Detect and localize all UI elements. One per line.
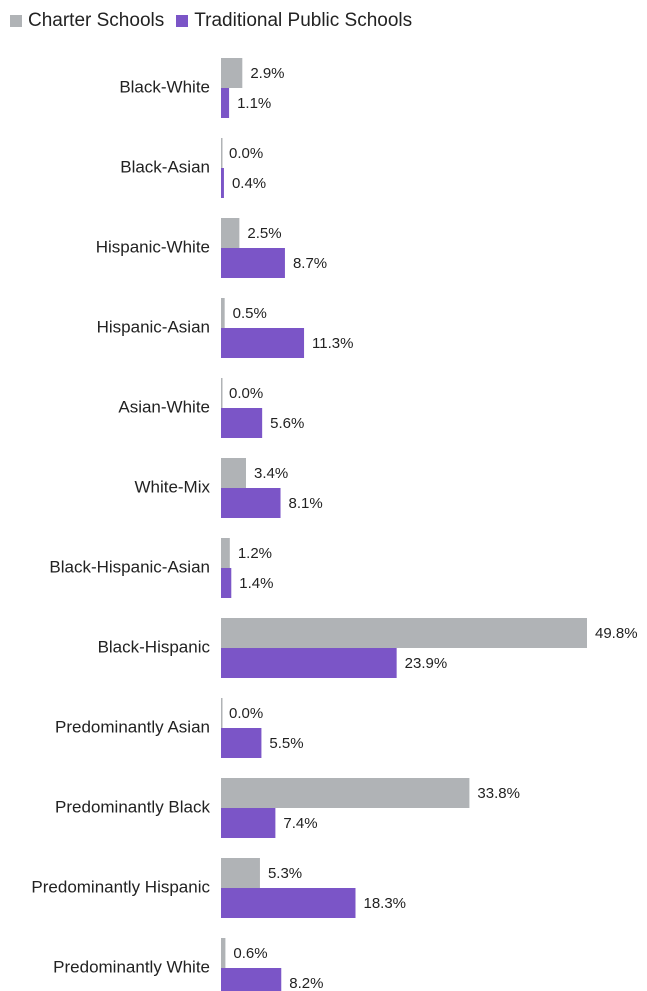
category-label-hispanic-white: Hispanic-White [96, 237, 210, 256]
bar-charter-hispanic-asian [221, 298, 225, 328]
legend: Charter Schools Traditional Public Schoo… [10, 10, 424, 32]
bar-traditional-asian-white [221, 408, 263, 438]
legend-item-charter: Charter Schools [10, 10, 164, 32]
legend-label-traditional: Traditional Public Schools [194, 10, 413, 31]
category-label-white-mix: White-Mix [134, 477, 210, 496]
legend-item-traditional: Traditional Public Schools [176, 10, 412, 32]
category-label-predominantly-black: Predominantly Black [55, 797, 210, 816]
bar-traditional-black-asian [221, 168, 224, 198]
category-label-predominantly-asian: Predominantly Asian [55, 717, 210, 736]
value-label-traditional-hispanic-asian: 11.3% [312, 335, 353, 352]
bar-charter-hispanic-white [221, 218, 240, 248]
value-label-traditional-white-mix: 8.1% [289, 495, 323, 512]
legend-swatch-charter [10, 15, 22, 27]
value-label-charter-predominantly-black: 33.8% [477, 785, 520, 802]
value-label-traditional-hispanic-white: 8.7% [293, 255, 327, 272]
value-label-charter-black-hispanic-asian: 1.2% [238, 545, 272, 562]
value-label-charter-hispanic-asian: 0.5% [233, 305, 267, 322]
bar-zero-marker-charter-black-asian [221, 138, 223, 168]
bar-charter-predominantly-white [221, 938, 226, 968]
legend-swatch-traditional [176, 15, 189, 27]
bar-charter-black-white [221, 58, 243, 88]
category-label-black-white: Black-White [119, 77, 210, 96]
value-label-charter-black-white: 2.9% [250, 65, 284, 82]
value-label-traditional-black-asian: 0.4% [232, 175, 266, 192]
value-label-traditional-predominantly-white: 8.2% [289, 975, 323, 991]
value-label-traditional-predominantly-black: 7.4% [283, 815, 317, 832]
bar-charter-predominantly-black [221, 778, 470, 808]
bar-charter-white-mix [221, 458, 246, 488]
bar-charter-predominantly-hispanic [221, 858, 260, 888]
value-label-traditional-predominantly-hispanic: 18.3% [363, 895, 406, 912]
legend-label-charter: Charter Schools [28, 10, 165, 31]
bar-charter-black-hispanic [221, 618, 587, 648]
bar-traditional-predominantly-hispanic [221, 888, 356, 918]
category-label-black-hispanic-asian: Black-Hispanic-Asian [49, 557, 210, 576]
bar-zero-marker-charter-asian-white [221, 378, 223, 408]
bar-charter-black-hispanic-asian [221, 538, 230, 568]
value-label-charter-predominantly-white: 0.6% [233, 945, 267, 962]
category-label-asian-white: Asian-White [118, 397, 210, 416]
value-label-charter-hispanic-white: 2.5% [247, 225, 281, 242]
category-label-black-hispanic: Black-Hispanic [98, 637, 211, 656]
bar-traditional-black-hispanic [221, 648, 397, 678]
bar-traditional-black-white [221, 88, 230, 118]
value-label-charter-black-asian: 0.0% [229, 145, 263, 162]
value-label-traditional-black-hispanic: 23.9% [405, 655, 448, 672]
value-label-traditional-asian-white: 5.6% [270, 415, 304, 432]
bar-traditional-white-mix [221, 488, 281, 518]
bar-traditional-predominantly-white [221, 968, 282, 991]
value-label-charter-predominantly-hispanic: 5.3% [268, 865, 302, 882]
value-label-charter-asian-white: 0.0% [229, 385, 263, 402]
category-label-predominantly-white: Predominantly White [53, 957, 210, 976]
value-label-traditional-predominantly-asian: 5.5% [269, 735, 303, 752]
category-label-hispanic-asian: Hispanic-Asian [97, 317, 210, 336]
bar-traditional-predominantly-black [221, 808, 276, 838]
value-label-traditional-black-hispanic-asian: 1.4% [239, 575, 273, 592]
bar-traditional-hispanic-white [221, 248, 285, 278]
category-label-black-asian: Black-Asian [120, 157, 210, 176]
value-label-charter-black-hispanic: 49.8% [595, 625, 638, 642]
value-label-traditional-black-white: 1.1% [237, 95, 271, 112]
bar-traditional-predominantly-asian [221, 728, 262, 758]
bar-zero-marker-charter-predominantly-asian [221, 698, 223, 728]
value-label-charter-white-mix: 3.4% [254, 465, 288, 482]
bar-traditional-black-hispanic-asian [221, 568, 232, 598]
category-label-predominantly-hispanic: Predominantly Hispanic [31, 877, 210, 896]
value-label-charter-predominantly-asian: 0.0% [229, 705, 263, 722]
bar-traditional-hispanic-asian [221, 328, 305, 358]
